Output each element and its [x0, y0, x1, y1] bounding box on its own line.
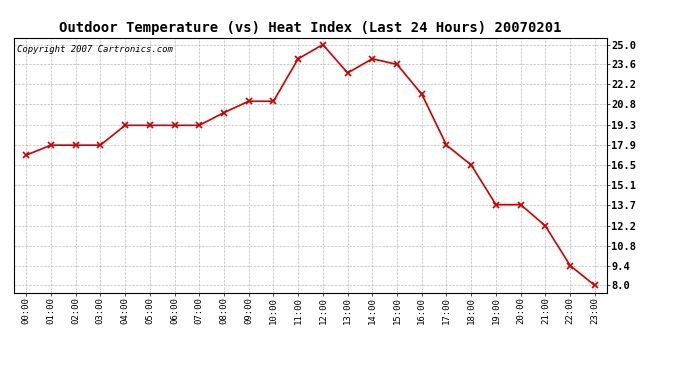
Text: Copyright 2007 Cartronics.com: Copyright 2007 Cartronics.com [17, 45, 172, 54]
Title: Outdoor Temperature (vs) Heat Index (Last 24 Hours) 20070201: Outdoor Temperature (vs) Heat Index (Las… [59, 21, 562, 35]
